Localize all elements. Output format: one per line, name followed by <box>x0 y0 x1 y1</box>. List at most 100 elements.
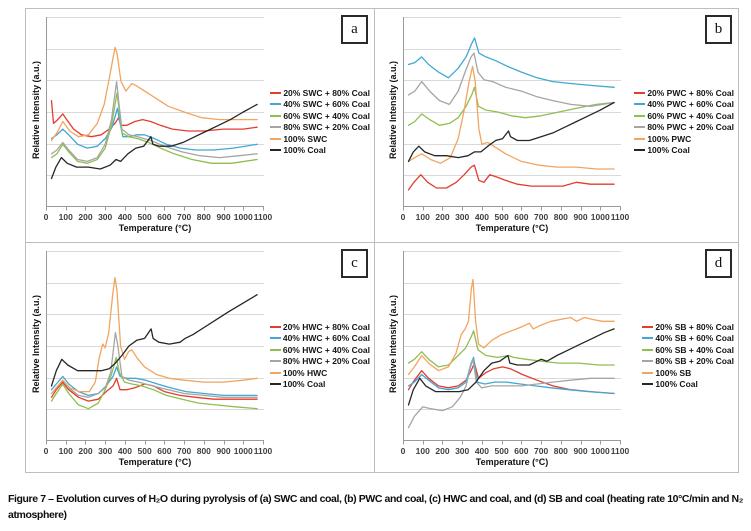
legend-item: 60% HWC + 40% Coal <box>269 344 370 356</box>
x-tick-label: 500 <box>137 446 152 456</box>
legend-label: 60% SB + 40% Coal <box>655 344 734 355</box>
x-axis-tick-labels: 0 100 200 300 400 500 600 700 800 900 1000 1100 <box>43 446 273 456</box>
y-axis-label: Relative Intensity (a.u.) <box>31 294 41 394</box>
x-tick-label: 900 <box>573 212 588 222</box>
x-tick-label: 1100 <box>610 446 630 456</box>
legend-label: 60% SWC + 40% Coal <box>283 110 370 121</box>
legend-label: 80% PWC + 20% Coal <box>647 122 734 133</box>
legend-line-swatch <box>269 348 281 351</box>
x-tick-label: 700 <box>533 446 549 456</box>
x-tick-label: 800 <box>196 212 211 222</box>
x-tick-label: 900 <box>573 446 588 456</box>
x-tick-label: 0 <box>43 446 49 456</box>
legend-line-swatch <box>269 371 281 374</box>
legend-line-swatch <box>270 137 282 140</box>
legend-item: 100% HWC <box>269 367 370 379</box>
x-tick-label: 800 <box>196 446 211 456</box>
y-axis-label: Relative Intensity (a.u.) <box>388 60 398 160</box>
legend-label: 40% PWC + 60% Coal <box>647 99 734 110</box>
x-axis-label: Temperature (°C) <box>118 457 192 467</box>
legend-label: 60% PWC + 40% Coal <box>647 110 734 121</box>
legend-label: 20% HWC + 80% Coal <box>282 321 370 332</box>
x-tick-label: 0 <box>43 212 49 222</box>
legend-label: 80% HWC + 20% Coal <box>282 356 370 367</box>
x-tick-label: 200 <box>435 446 450 456</box>
x-axis-tick-labels: 0 100 200 300 400 500 600 700 800 900 1000 1100 <box>400 212 630 222</box>
legend-item: 20% PWC + 80% Coal <box>634 87 734 99</box>
x-tick-label: 200 <box>435 212 450 222</box>
x-tick-label: 0 <box>400 212 406 222</box>
legend-line-swatch <box>634 91 646 94</box>
legend-line-swatch <box>270 114 282 117</box>
legend-label: 20% PWC + 80% Coal <box>647 87 734 98</box>
x-tick-label: 700 <box>533 212 549 222</box>
x-tick-label: 500 <box>494 212 509 222</box>
x-tick-label: 500 <box>137 212 152 222</box>
figure-frame: Relative Intensity (a.u.) 0 100 200 300 400 5… <box>25 8 739 473</box>
panel-letter-label-a: a <box>341 15 368 44</box>
legend-item: 100% Coal <box>269 379 370 391</box>
legend-a: 20% SWC + 80% Coal 40% SWC + 60% Coal 60% … <box>270 87 370 156</box>
legend-item: 60% SB + 40% Coal <box>642 344 734 356</box>
panel-d: Relative Intensity (a.u.) 0 100 200 300 400 5… <box>375 243 738 472</box>
panel-letter-label-d: d <box>705 249 732 278</box>
x-tick-label: 300 <box>98 446 113 456</box>
x-tick-label: 600 <box>157 212 172 222</box>
legend-label: 40% HWC + 60% Coal <box>282 333 370 344</box>
y-axis-label: Relative Intensity (a.u.) <box>31 60 41 160</box>
x-tick-label: 700 <box>176 446 192 456</box>
legend-line-swatch <box>270 91 282 94</box>
x-tick-label: 200 <box>78 212 93 222</box>
x-tick-label: 400 <box>117 446 132 456</box>
legend-label: 100% SB <box>655 367 692 378</box>
x-tick-label: 700 <box>176 212 192 222</box>
legend-label: 60% HWC + 40% Coal <box>282 344 370 355</box>
x-axis-label: Temperature (°C) <box>118 223 192 233</box>
x-tick-label: 1000 <box>590 212 610 222</box>
legend-line-swatch <box>642 325 654 328</box>
legend-label: 20% SB + 80% Coal <box>655 321 734 332</box>
legend-label: 100% HWC <box>282 367 328 378</box>
legend-line-swatch <box>642 360 654 363</box>
legend-item: 100% Coal <box>270 145 370 157</box>
legend-item: 80% SWC + 20% Coal <box>270 122 370 134</box>
legend-label: 100% Coal <box>283 145 326 156</box>
legend-line-swatch <box>270 126 282 129</box>
plot-area-a <box>46 17 264 211</box>
legend-item: 60% SWC + 40% Coal <box>270 110 370 122</box>
x-tick-label: 1000 <box>233 212 253 222</box>
legend-item: 60% PWC + 40% Coal <box>634 110 734 122</box>
legend-item: 80% SB + 20% Coal <box>642 356 734 368</box>
x-tick-label: 400 <box>474 212 489 222</box>
legend-label: 20% SWC + 80% Coal <box>283 87 370 98</box>
x-tick-label: 1000 <box>590 446 610 456</box>
legend-item: 40% SB + 60% Coal <box>642 333 734 345</box>
x-tick-label: 800 <box>553 446 568 456</box>
x-tick-label: 100 <box>415 212 430 222</box>
legend-line-swatch <box>642 348 654 351</box>
x-tick-label: 200 <box>78 446 93 456</box>
x-tick-label: 300 <box>98 212 113 222</box>
x-tick-label: 400 <box>474 446 489 456</box>
x-tick-label: 1000 <box>233 446 253 456</box>
legend-line-swatch <box>269 325 281 328</box>
legend-item: 100% SWC <box>270 133 370 145</box>
panel-divider-vertical <box>374 9 375 472</box>
x-axis-tick-labels: 0 100 200 300 400 500 600 700 800 900 1000 1100 <box>43 212 273 222</box>
legend-item: 100% Coal <box>634 145 734 157</box>
legend-item: 100% SB <box>642 367 734 379</box>
x-tick-label: 600 <box>514 212 529 222</box>
legend-line-swatch <box>634 137 646 140</box>
legend-item: 20% HWC + 80% Coal <box>269 321 370 333</box>
legend-line-swatch <box>270 149 282 152</box>
panel-letter-label-b: b <box>705 15 732 44</box>
panel-b: Relative Intensity (a.u.) 0 100 200 300 400 5… <box>375 9 738 242</box>
legend-item: 20% SB + 80% Coal <box>642 321 734 333</box>
legend-item: 40% PWC + 60% Coal <box>634 99 734 111</box>
legend-item: 40% SWC + 60% Coal <box>270 99 370 111</box>
panel-c: Relative Intensity (a.u.) 0 100 200 300 400 5… <box>26 243 374 472</box>
legend-d: 20% SB + 80% Coal 40% SB + 60% Coal 60% SB… <box>642 321 734 390</box>
x-tick-label: 600 <box>157 446 172 456</box>
panel-letter-label-c: c <box>341 249 368 278</box>
legend-line-swatch <box>269 383 281 386</box>
